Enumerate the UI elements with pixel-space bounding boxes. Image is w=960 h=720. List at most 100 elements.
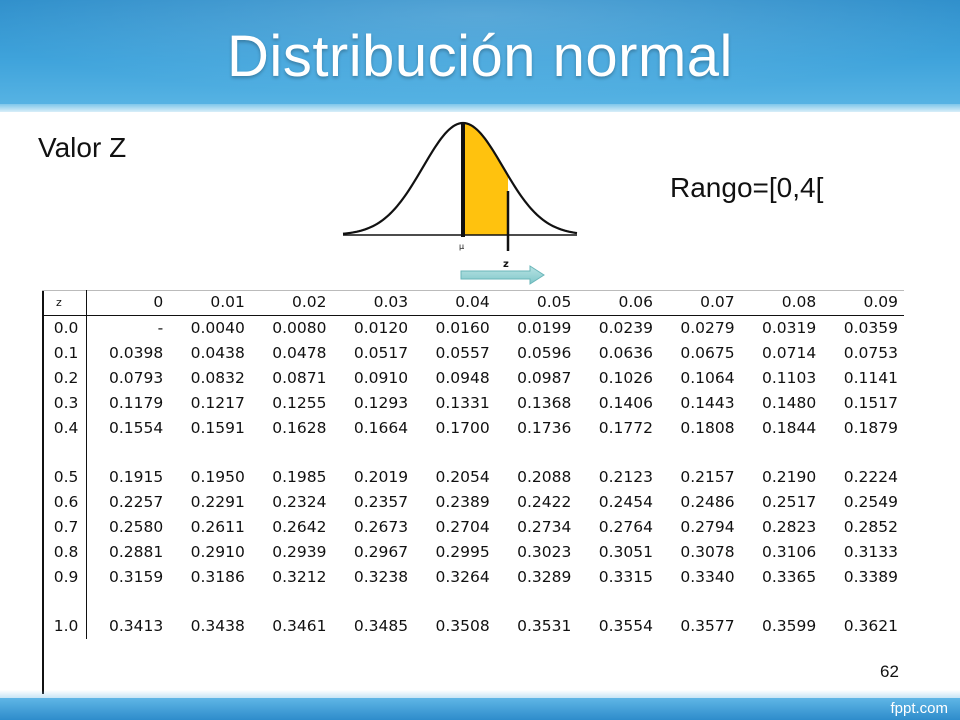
table-cell: 0.2580 <box>108 518 164 536</box>
table-cell: 0.0040 <box>190 319 245 337</box>
table-cell: 0.3365 <box>761 568 817 586</box>
table-cell <box>822 441 904 465</box>
table-row: 0.0 - 0.0040 0.0080 0.0120 0.0160 0.0199 0.0239… <box>42 315 904 341</box>
table-cell: 0.2881 <box>108 543 164 561</box>
table-cell: 0.1950 <box>190 468 245 486</box>
row-z-value: 0.9 <box>42 565 88 590</box>
table-cell: 0.2190 <box>761 468 817 486</box>
table-cell: 0.3186 <box>190 568 245 586</box>
table-cell: 0.0239 <box>598 319 653 337</box>
table-row: 1.0 0.3413 0.3438 0.3461 0.3485 0.3508 0.3531 0… <box>42 614 904 639</box>
table-cell: 0.2852 <box>843 518 898 536</box>
banner-edge <box>0 104 960 112</box>
normal-curve-svg: μ z <box>342 121 578 270</box>
table-cell: 0.0438 <box>190 344 245 362</box>
table-cell: 0.2823 <box>761 518 817 536</box>
table-cell <box>332 441 414 465</box>
table-cell: 0.3389 <box>843 568 898 586</box>
row-z-value: 0.5 <box>42 465 88 490</box>
table-cell: 0.3289 <box>517 568 572 586</box>
table-row: 0.5 0.1915 0.1950 0.1985 0.2019 0.2054 0.2088 0… <box>42 465 904 490</box>
row-z-value <box>42 441 88 465</box>
table-cell: 0.2642 <box>272 518 327 536</box>
table-cell: 0.0832 <box>190 369 245 387</box>
table-cell <box>496 441 578 465</box>
row-z-value: 0.1 <box>42 341 88 366</box>
table-cell: 0.3621 <box>843 617 898 635</box>
range-label: Rango=[0,4[ <box>670 172 824 203</box>
table-cell: 0.0199 <box>517 319 572 337</box>
table-cell: 0.2019 <box>353 468 409 486</box>
table-cell: 0.1554 <box>108 419 164 437</box>
table-cell <box>659 441 741 465</box>
table-cell: 0.0120 <box>353 319 409 337</box>
page-number: 62 <box>880 662 899 681</box>
header-col: 0.05 <box>495 290 578 316</box>
table-cell: 0.2123 <box>598 468 653 486</box>
table-cell: 0.2357 <box>353 493 409 511</box>
z-table: z 0 0.01 0.02 0.03 0.04 0.05 0.06 0.07 0.08 0.09 0… <box>42 290 904 639</box>
table-cell: 0.0714 <box>761 344 817 362</box>
table-cell: 0.1293 <box>353 394 409 412</box>
table-row: 0.4 0.1554 0.1591 0.1628 0.1664 0.1700 0.1736 0… <box>42 416 904 441</box>
table-cell: 0.2549 <box>843 493 898 511</box>
table-cell: 0.0478 <box>272 344 327 362</box>
table-cell: 0.0398 <box>108 344 164 362</box>
table-cell: 0.0080 <box>272 319 327 337</box>
table-cell: 0.1368 <box>517 394 572 412</box>
table-cell: 0.2224 <box>843 468 898 486</box>
row-z-value: 0.7 <box>42 515 88 540</box>
table-cell <box>414 590 496 614</box>
table-cell <box>87 441 169 465</box>
footer-glow <box>0 690 960 700</box>
table-cell <box>822 590 904 614</box>
right-arrow-icon <box>460 265 545 285</box>
table-cell: 0.3438 <box>190 617 245 635</box>
table-cell: 0.2486 <box>680 493 735 511</box>
table-cell: 0.3051 <box>598 543 653 561</box>
table-cell: 0.0517 <box>353 344 409 362</box>
header-col: 0.08 <box>740 290 823 316</box>
table-cell: 0.2291 <box>190 493 245 511</box>
table-cell: 0.3023 <box>517 543 572 561</box>
header-col: 0.03 <box>332 290 415 316</box>
table-cell: 0.2517 <box>761 493 817 511</box>
table-cell: 0.2910 <box>190 543 245 561</box>
table-cell <box>414 441 496 465</box>
table-cell: 0.1700 <box>435 419 490 437</box>
table-cell: 0.2939 <box>272 543 327 561</box>
row-z-value: 0.4 <box>42 416 88 441</box>
table-cell: 0.3461 <box>272 617 327 635</box>
table-cell: 0.2704 <box>435 518 490 536</box>
table-body: 0.0 - 0.0040 0.0080 0.0120 0.0160 0.0199 0.0239… <box>42 315 904 639</box>
table-cell: 0.0987 <box>517 369 572 387</box>
header-col: 0.07 <box>658 290 741 316</box>
table-cell <box>577 590 659 614</box>
table-gap-row <box>42 590 904 614</box>
table-cell: 0.3078 <box>680 543 735 561</box>
table-cell <box>332 590 414 614</box>
table-cell: 0.3340 <box>680 568 735 586</box>
row-z-value: 0.6 <box>42 490 88 515</box>
table-row: 0.7 0.2580 0.2611 0.2642 0.2673 0.2704 0.2734 0… <box>42 515 904 540</box>
row-z-value: 0.8 <box>42 540 88 565</box>
table-cell: 0.3554 <box>598 617 653 635</box>
table-cell: 0.0557 <box>435 344 490 362</box>
table-cell: 0.0675 <box>680 344 735 362</box>
table-cell: 0.1772 <box>598 419 653 437</box>
row-z-value: 0.3 <box>42 391 88 416</box>
table-cell: 0.2995 <box>435 543 490 561</box>
normal-curve-figure: μ z <box>341 113 579 271</box>
table-cell <box>169 590 251 614</box>
table-cell: 0.1736 <box>517 419 572 437</box>
table-row: 0.1 0.0398 0.0438 0.0478 0.0517 0.0557 0.0596 0… <box>42 341 904 366</box>
table-cell: 0.2967 <box>353 543 409 561</box>
bell-curve <box>342 121 578 235</box>
table-cell <box>251 441 333 465</box>
table-cell: 0.2673 <box>353 518 409 536</box>
table-cell <box>169 441 251 465</box>
table-cell: 0.0279 <box>680 319 735 337</box>
table-cell: 0.1103 <box>761 369 817 387</box>
table-cell <box>87 590 169 614</box>
table-cell: 0.2324 <box>272 493 327 511</box>
